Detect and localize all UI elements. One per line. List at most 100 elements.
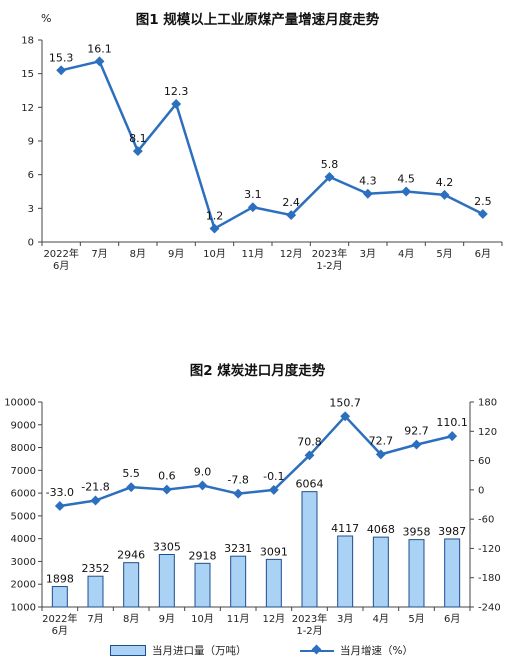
chart1-data-label: 4.3 (359, 175, 377, 188)
chart2-line-label: 92.7 (404, 425, 429, 438)
chart1-x-tick-label: 12月 (280, 248, 303, 260)
chart1-data-label: 4.5 (397, 173, 415, 186)
chart1-x-tick-label: 7月 (91, 248, 107, 260)
chart2-left-tick-label: 2000 (11, 580, 36, 591)
chart2-title: 图2 煤炭进口月度走势 (189, 363, 326, 379)
chart2-bar-label: 4117 (331, 522, 359, 535)
chart1-data-point (171, 99, 182, 109)
chart2-right-tick-label: 180 (478, 398, 497, 409)
legend-line-label: 当月增速（%） (340, 645, 413, 657)
chart1-data-label: 16.1 (87, 42, 112, 55)
chart2-bar-label: 3305 (153, 540, 181, 553)
chart2-bar-label: 3231 (224, 542, 252, 555)
chart1-data-point (247, 202, 258, 213)
chart1-line-chart: 0 3 6 9 12 15 18 2022年 6月 7月 8月 9月 10月 11月 12月 2023年 1-2… (21, 36, 503, 272)
chart1-x-tick-label: 3月 (360, 248, 376, 260)
chart2-x-tick-label: 7月 (87, 613, 103, 625)
chart2-x-tick-label: 5月 (408, 613, 424, 625)
chart2-x-tick-label: 10月 (191, 613, 214, 625)
chart1-data-point (401, 186, 412, 197)
chart1-series-line (60, 60, 484, 230)
chart2-x-tick-label: 2023年 1-2月 (292, 612, 327, 637)
legend-item-line: 当月增速（%） (300, 643, 413, 658)
chart1-data-point (439, 189, 450, 200)
chart2-line-point (126, 482, 137, 493)
chart2-bar-label: 3958 (403, 526, 431, 539)
chart2-x-tick-label: 9月 (159, 613, 175, 625)
chart2-bar-label: 2352 (82, 562, 110, 575)
chart2-line-label: 9.0 (194, 465, 212, 478)
chart1-data-label: 15.3 (49, 51, 74, 64)
chart1-data-point (132, 146, 143, 157)
chart2-line-point (340, 411, 351, 422)
chart2-left-tick-label: 6000 (11, 489, 36, 500)
chart1-data-point (477, 208, 488, 219)
chart2-line-label: 70.8 (297, 435, 322, 448)
chart1-y-tick-label: 0 (28, 238, 34, 249)
chart1-data-label: 1.2 (206, 210, 224, 223)
chart2-left-tick-label: 10000 (4, 398, 36, 409)
chart1-data-point (324, 171, 335, 182)
chart2-left-tick-label: 5000 (11, 511, 36, 522)
chart2-combo-chart: 1000 2000 3000 4000 5000 6000 7000 8000 9000 1000… (4, 396, 501, 637)
chart2-line-point (268, 484, 279, 495)
chart2-x-tick-label: 2022年 6月 (42, 612, 77, 637)
chart2-line-label: 0.6 (158, 470, 176, 483)
chart2-x-tick-label: 8月 (123, 613, 139, 625)
chart2-left-tick-label: 9000 (11, 420, 36, 431)
chart2-left-tick-label: 4000 (11, 534, 36, 545)
chart1-y-tick-label: 12 (21, 103, 34, 114)
chart2-line-point (161, 484, 172, 495)
chart2-bar (51, 586, 68, 608)
chart2-bar (87, 575, 104, 608)
chart2-bar (444, 538, 461, 608)
chart2-right-tick-label: 0 (478, 485, 484, 496)
chart2-line-label: 150.7 (329, 396, 361, 409)
chart2-x-tick-label: 11月 (227, 613, 250, 625)
chart2-bar-label: 6064 (296, 478, 324, 491)
chart1-data-point (209, 223, 220, 234)
chart2-bar-label: 3091 (260, 545, 288, 558)
chart2-bar (194, 562, 211, 608)
chart1-y-tick-label: 9 (28, 137, 34, 148)
chart2-growth-line (59, 415, 453, 508)
chart2-line-point (447, 431, 458, 442)
chart1-y-tick-label: 18 (21, 36, 34, 47)
legend-bar-label: 当月进口量（万吨） (152, 645, 247, 657)
chart1-x-tick-label: 8月 (130, 248, 146, 260)
chart2-line-label: -7.8 (227, 474, 248, 487)
chart1-unit-label: % (41, 12, 52, 25)
chart2-line-label: 72.7 (369, 434, 394, 447)
chart2-line-point (197, 480, 208, 491)
chart1-title: 图1 规模以上工业原煤产量增速月度走势 (135, 12, 380, 28)
chart2-bar-label: 1898 (46, 573, 74, 586)
chart1-x-tick-label: 11月 (241, 248, 264, 260)
chart1-y-tick-label: 3 (28, 204, 34, 215)
chart1-data-point (56, 65, 67, 76)
chart1-y-tick-label: 6 (28, 170, 34, 181)
chart1-x-tick-label: 9月 (168, 248, 184, 260)
chart2-line-point (375, 449, 386, 460)
chart1-x-tick-label: 2023年 1-2月 (312, 247, 347, 272)
chart1-x-tick-label: 6月 (475, 248, 491, 260)
chart2-bar-label: 2918 (189, 549, 217, 562)
chart1-y-tick-label: 15 (21, 69, 34, 80)
chart2-bar-label: 3987 (438, 525, 466, 538)
chart1-data-label: 2.5 (474, 195, 492, 208)
chart2-line-point (233, 488, 244, 499)
chart2-bar (337, 535, 354, 608)
chart1-x-tick-label: 10月 (203, 248, 226, 260)
chart2-bar (230, 555, 247, 608)
chart2-x-tick-label: 6月 (444, 613, 460, 625)
chart2-x-tick-label: 4月 (373, 613, 389, 625)
chart2-right-tick-label: -180 (478, 573, 501, 584)
chart1-x-tick-label: 2022年 6月 (43, 247, 78, 272)
chart1-data-point (362, 188, 373, 199)
chart1-data-label: 2.4 (282, 196, 300, 209)
chart2-bar-label: 2946 (117, 549, 145, 562)
chart2-right-tick-label: 120 (478, 427, 497, 438)
legend-line-swatch (300, 644, 334, 655)
chart2-bar (123, 562, 140, 608)
chart2-x-tick-label: 3月 (337, 613, 353, 625)
chart1-x-tick-label: 4月 (398, 248, 414, 260)
